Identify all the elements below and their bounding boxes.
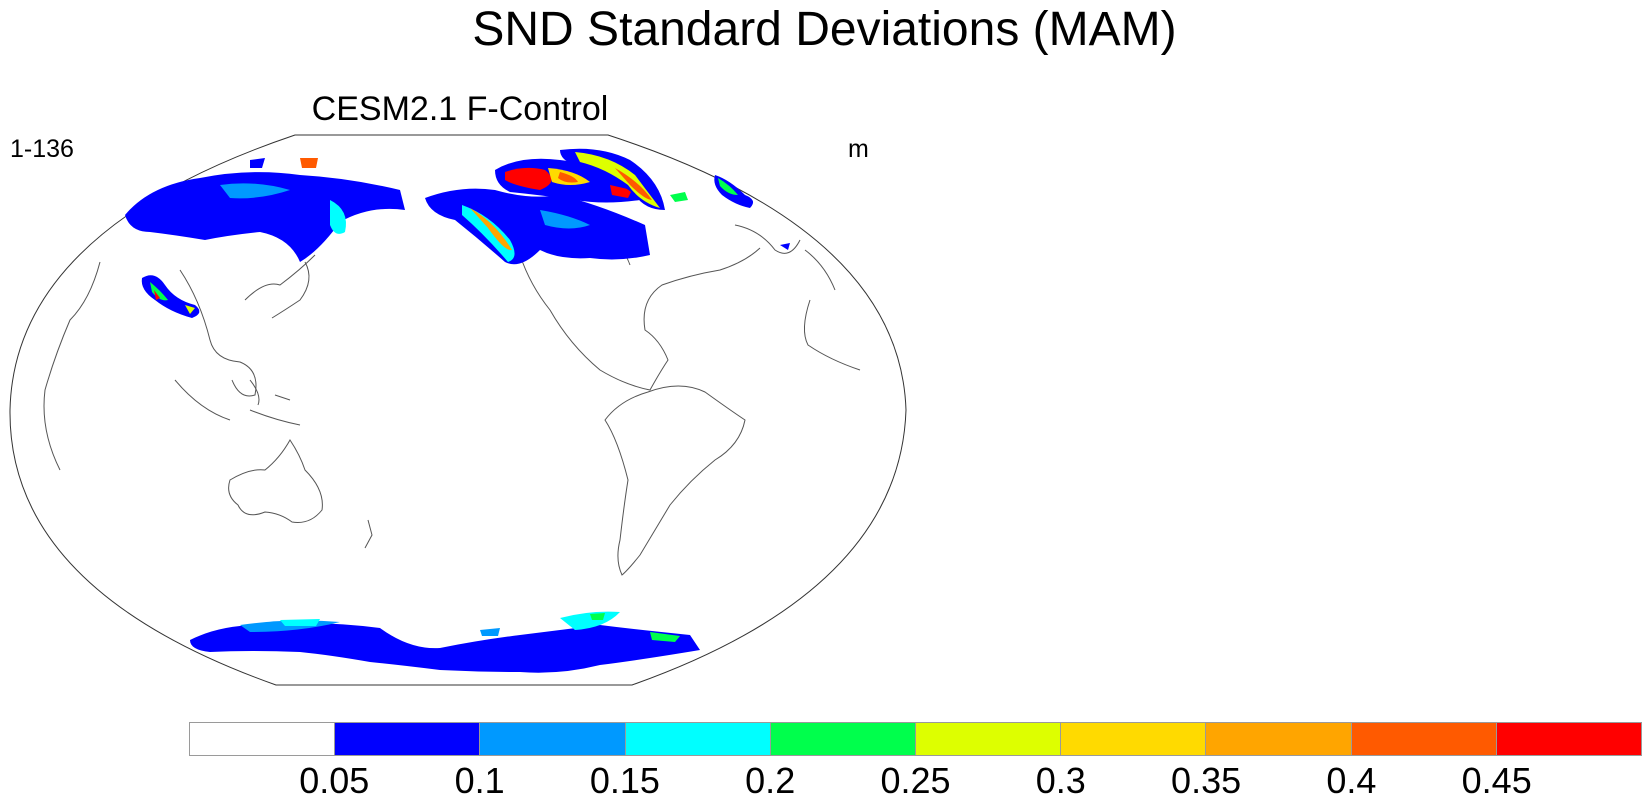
colorbar-tick-label: 0.05 (299, 760, 370, 801)
colorbar-tick-label: 0.15 (589, 760, 660, 801)
snow-region-siberia (125, 172, 405, 262)
colorbar (189, 722, 1642, 756)
colorbar-tick-label: 0.4 (1326, 760, 1377, 801)
colorbar-box-2 (480, 723, 626, 755)
panel-title: CESM2.1 F-Control (311, 90, 609, 128)
coastline-africa (804, 299, 861, 371)
colorbar-tick-labels: 0.05 0.1 0.15 0.2 0.25 0.3 0.35 0.4 0.45 (189, 760, 1642, 803)
coastline-greenland (734, 224, 836, 291)
colorbar-box-5 (916, 723, 1062, 755)
coastline-se-asia-islands (174, 379, 301, 426)
coastline-new-zealand (364, 519, 373, 549)
colorbar-box-3 (625, 723, 771, 755)
snow-region-antarctica (190, 623, 700, 673)
colorbar-tick-label: 0.45 (1461, 760, 1532, 801)
colorbar-tick-label: 0.25 (880, 760, 951, 801)
colorbar-box-9 (1496, 723, 1642, 755)
units-label: m (848, 135, 869, 163)
colorbar-tick-label: 0.2 (745, 760, 796, 801)
map-boundary (9, 134, 907, 686)
colorbar-box-4 (770, 723, 917, 755)
colorbar-box-0 (190, 723, 336, 755)
colorbar-box-8 (1351, 723, 1497, 755)
coastline-south-america (604, 385, 746, 576)
left-string: 1-136 (10, 135, 74, 163)
coastline-north-america (519, 247, 761, 391)
colorbar-box-6 (1061, 723, 1207, 755)
snow-depth-field (125, 148, 790, 673)
colorbar-box-1 (335, 723, 481, 755)
colorbar-tick-label: 0.35 (1171, 760, 1242, 801)
colorbar-box-7 (1206, 723, 1352, 755)
coastline-australia (228, 439, 323, 523)
figure-title: SND Standard Deviations (MAM) (472, 3, 1177, 56)
snow-region-tibet (141, 275, 200, 318)
snow-region-alaska-canada (425, 188, 650, 265)
colorbar-tick-label: 0.3 (1035, 760, 1086, 801)
coastline-japan (271, 261, 310, 319)
colorbar-tick-label: 0.1 (454, 760, 505, 801)
